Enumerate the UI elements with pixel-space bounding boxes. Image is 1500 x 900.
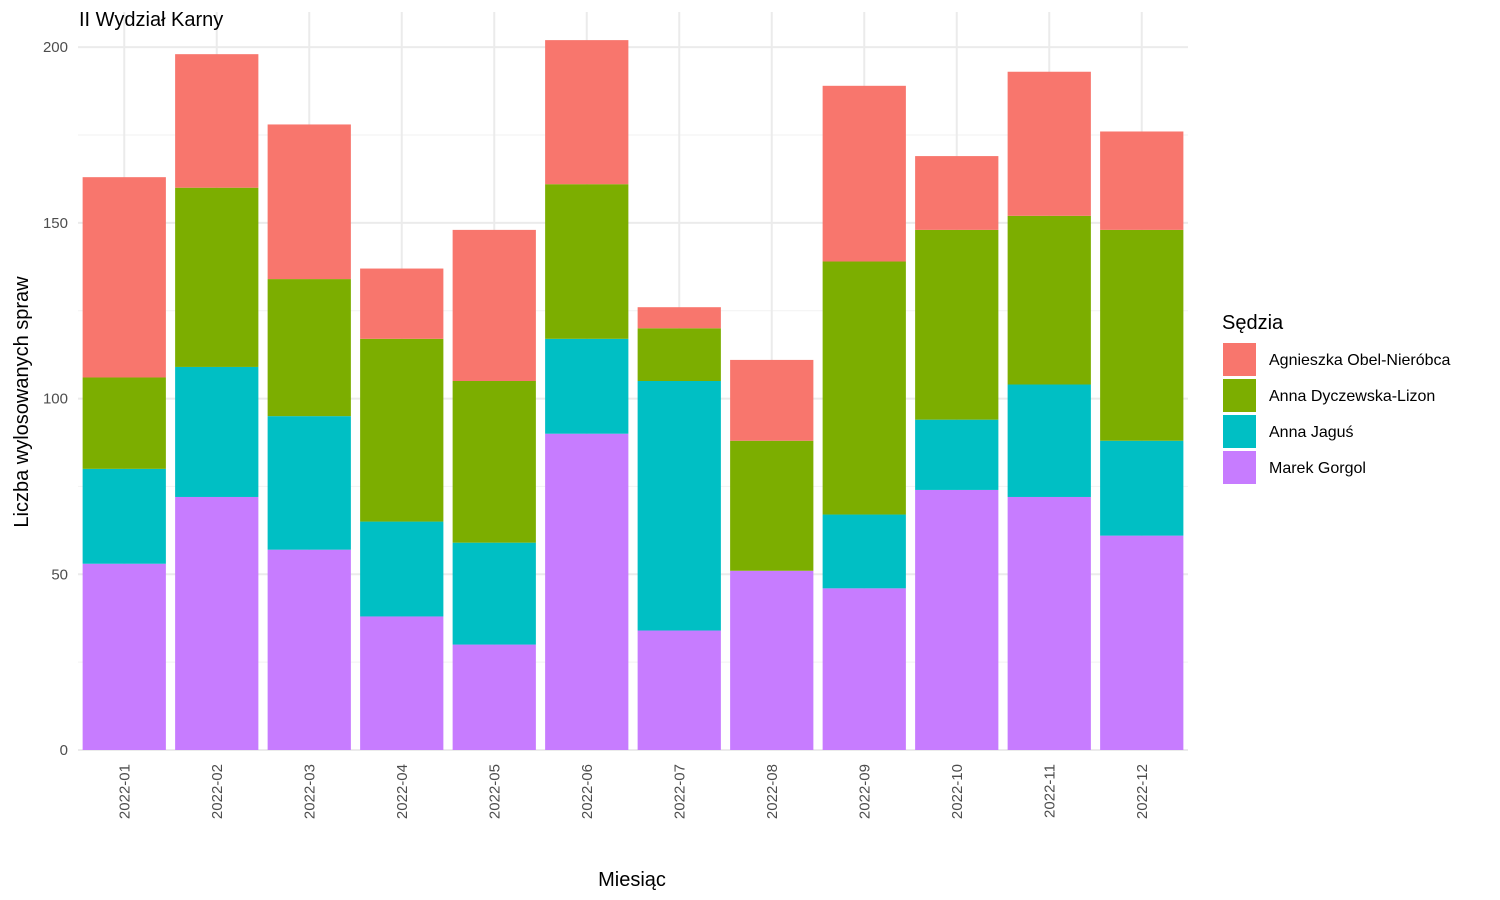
bar-segment: [82, 377, 166, 469]
bar-segment: [1100, 440, 1184, 536]
bar-segment: [1100, 229, 1184, 441]
bar-segment: [545, 40, 629, 185]
bar-segment: [360, 521, 444, 617]
bar-segment: [822, 514, 906, 589]
bar-segment: [452, 381, 536, 543]
legend-label: Agnieszka Obel-Nieróbca: [1269, 352, 1451, 369]
bar-segment: [267, 124, 351, 280]
bar-segment: [1007, 71, 1091, 216]
chart-title: II Wydział Karny: [79, 9, 223, 31]
bar-segment: [360, 338, 444, 522]
bar-segment: [1100, 131, 1184, 230]
bar-segment: [82, 563, 166, 750]
bar-segment: [545, 433, 629, 750]
bar-segment: [730, 570, 814, 750]
x-tick-label: 2022-04: [394, 764, 411, 819]
legend-swatch: [1223, 451, 1256, 484]
bar-segment: [730, 440, 814, 571]
bar-segment: [637, 630, 721, 750]
bar-segment: [730, 359, 814, 441]
bar-segment: [1007, 384, 1091, 497]
legend: Sędzia Agnieszka Obel-Nieróbca Anna Dycze…: [1222, 312, 1451, 484]
y-axis-title: Liczba wylosowanych spraw: [11, 276, 33, 528]
bar-segment: [452, 542, 536, 645]
legend-label: Anna Jaguś: [1269, 424, 1354, 441]
bar-segment: [267, 549, 351, 750]
bar-segment: [175, 496, 259, 750]
bar-segment: [822, 85, 906, 262]
bar-segment: [82, 468, 166, 564]
x-tick-label: 2022-06: [579, 764, 596, 819]
legend-swatch: [1223, 415, 1256, 448]
bar-segment: [545, 184, 629, 339]
y-tick-label: 100: [43, 391, 68, 408]
bar-segment: [637, 381, 721, 631]
legend-items: Agnieszka Obel-Nieróbca Anna Dyczewska-Li…: [1223, 343, 1451, 484]
x-tick-label: 2022-10: [949, 764, 966, 819]
legend-swatch: [1223, 379, 1256, 412]
bar-segment: [267, 279, 351, 417]
bar-segment: [175, 187, 259, 367]
y-tick-label: 200: [43, 39, 68, 56]
bar-segment: [1100, 535, 1184, 750]
bar-segment: [267, 416, 351, 550]
bar-segment: [452, 644, 536, 750]
bar-segment: [175, 54, 259, 188]
x-tick-label: 2022-07: [671, 764, 688, 819]
bar-segment: [637, 328, 721, 381]
bar-segment: [1007, 496, 1091, 750]
y-axis-ticks: 0 50 100 150 200: [43, 39, 68, 759]
x-tick-label: 2022-12: [1134, 764, 1151, 819]
x-tick-label: 2022-01: [116, 764, 133, 819]
x-tick-label: 2022-03: [301, 764, 318, 819]
bar-segment: [1007, 215, 1091, 385]
bars: [82, 40, 1184, 750]
y-tick-label: 50: [51, 566, 68, 583]
legend-swatch: [1223, 343, 1256, 376]
bar-segment: [452, 229, 536, 381]
bar-segment: [545, 338, 629, 434]
x-axis-ticks: 2022-01 2022-02 2022-03 2022-04 2022-05 2022-…: [116, 764, 1151, 819]
x-tick-label: 2022-11: [1041, 764, 1058, 818]
bar-segment: [915, 489, 999, 750]
legend-label: Anna Dyczewska-Lizon: [1269, 388, 1435, 405]
legend-label: Marek Gorgol: [1269, 460, 1366, 477]
bar-segment: [915, 229, 999, 420]
x-tick-label: 2022-02: [209, 764, 226, 819]
x-tick-label: 2022-09: [856, 764, 873, 819]
bar-segment: [360, 268, 444, 339]
x-axis-title: Miesiąc: [598, 869, 666, 891]
bar-segment: [822, 588, 906, 750]
bar-segment: [915, 419, 999, 490]
x-tick-label: 2022-08: [764, 764, 781, 819]
bar-segment: [915, 156, 999, 230]
bar-segment: [822, 261, 906, 515]
bar-segment: [637, 307, 721, 329]
x-tick-label: 2022-05: [486, 764, 503, 819]
bar-segment: [175, 366, 259, 497]
bar-segment: [82, 177, 166, 378]
y-tick-label: 0: [60, 742, 68, 759]
y-tick-label: 150: [43, 215, 68, 232]
legend-title: Sędzia: [1222, 312, 1284, 334]
bar-segment: [360, 616, 444, 750]
